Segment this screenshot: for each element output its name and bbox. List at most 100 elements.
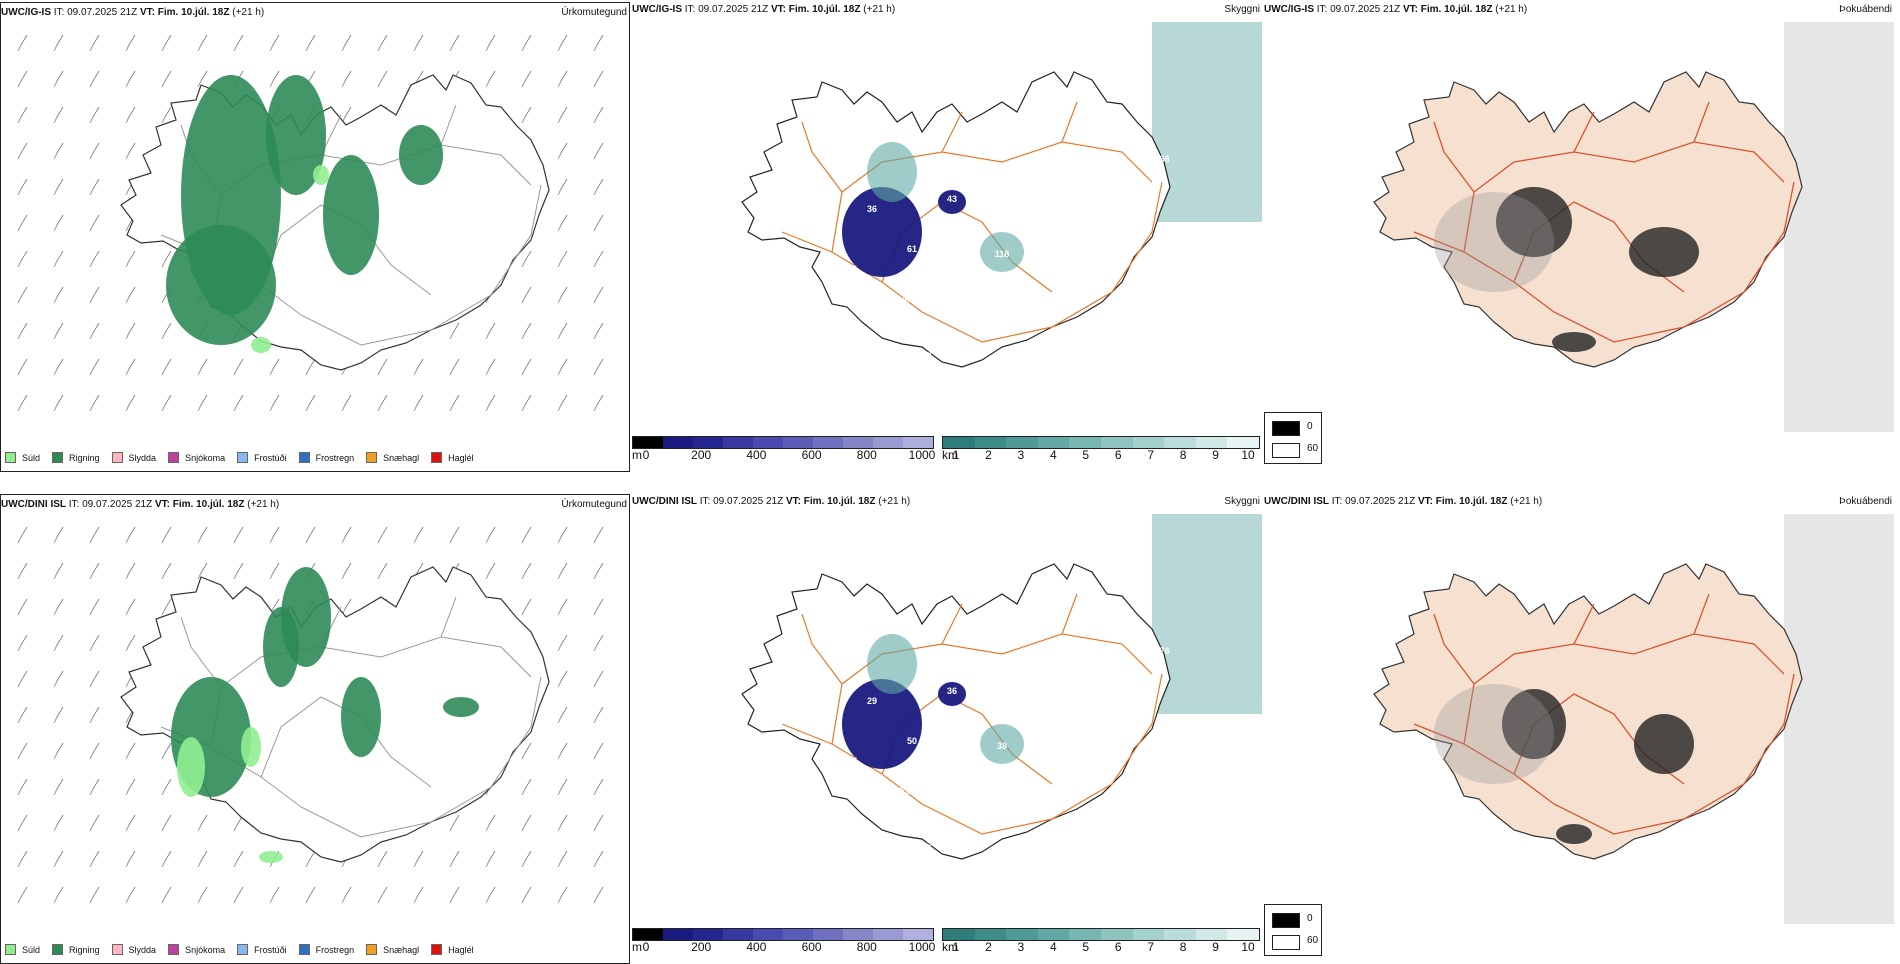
low-visibility-area: [842, 679, 922, 769]
wind-barb: [521, 322, 532, 340]
wind-barb: [269, 34, 280, 52]
wind-barb: [17, 706, 28, 724]
wind-barb: [557, 850, 568, 868]
wind-barb: [89, 322, 100, 340]
wind-barb: [521, 70, 532, 88]
wind-barb: [125, 778, 136, 796]
colorbar-segment: [783, 929, 813, 940]
wind-barb: [89, 106, 100, 124]
colorbar-tick: 400: [746, 448, 767, 462]
precip-legend-item: Súld: [5, 452, 40, 463]
wind-barb: [53, 742, 64, 760]
coastline: [1373, 563, 1803, 860]
wind-barb: [125, 634, 136, 652]
wind-barb: [449, 358, 460, 376]
visibility-colorbar: m 0 200 400 600 800 1000 km 1 2 3 4 5 6 7 8 9 10: [632, 928, 1262, 958]
wind-barb: [593, 598, 604, 616]
visibility-value: 39: [927, 346, 937, 356]
colorbar-segment: [843, 437, 873, 448]
wind-barb: [593, 706, 604, 724]
wind-barb: [161, 34, 172, 52]
wind-barb: [161, 394, 172, 412]
visibility-map: 36 43 48 61 46 47 39 42 51 118 40 638: [741, 22, 1262, 368]
visibility-value: 43: [947, 194, 957, 204]
fog-area: [1556, 824, 1592, 844]
colorbar-segment: [633, 437, 663, 448]
wind-barb: [377, 34, 388, 52]
wind-barb: [341, 598, 352, 616]
wind-barb: [449, 394, 460, 412]
wind-barb: [197, 562, 208, 580]
legend-swatch: [52, 452, 64, 463]
wind-barb: [53, 178, 64, 196]
wind-barb: [521, 526, 532, 544]
colorbar-tick: 4: [1049, 448, 1057, 462]
wind-barb: [449, 814, 460, 832]
precip-map: [17, 34, 604, 412]
wind-barb: [89, 670, 100, 688]
wind-barb: [593, 178, 604, 196]
colorbar-tick: 1: [952, 448, 960, 462]
panel-title: Úrkomutegund: [561, 7, 627, 18]
visibility-value: 51: [927, 838, 937, 848]
coastline: [741, 563, 1171, 860]
wind-barb: [269, 526, 280, 544]
road: [1693, 593, 1710, 635]
wind-barb: [53, 634, 64, 652]
colorbar-tick: 2: [985, 448, 992, 462]
wind-barb: [593, 106, 604, 124]
wind-barb: [125, 562, 136, 580]
legend-label: Snjókoma: [185, 452, 226, 463]
road: [1413, 181, 1795, 343]
wind-barb: [89, 70, 100, 88]
road: [210, 636, 532, 748]
wind-barb: [89, 250, 100, 268]
sea-background: [1784, 514, 1894, 924]
colorbar-tick: 600: [801, 940, 822, 954]
wind-barb: [53, 70, 64, 88]
colorbar-tick: 0: [642, 940, 650, 954]
wind-barb: [17, 814, 28, 832]
colorbar-segment: [723, 929, 753, 940]
visibility-value: 29: [867, 696, 877, 706]
visibility-value: 107: [804, 716, 819, 726]
fog-area: [1634, 714, 1694, 774]
m-colorbar: [632, 436, 934, 449]
legend-label: Frostregn: [315, 452, 355, 463]
wind-barb: [161, 70, 172, 88]
legend-swatch: [366, 452, 378, 463]
wind-barb: [233, 850, 244, 868]
legend-swatch: [168, 452, 180, 463]
road: [801, 613, 843, 685]
iceland-landmass: [120, 566, 550, 863]
wind-barb: [53, 670, 64, 688]
wind-barb: [521, 394, 532, 412]
wind-barb: [521, 286, 532, 304]
visibility-panel: UWC/DINI ISL IT: 09.07.2025 21Z VT: Fim.…: [632, 492, 1262, 962]
m-colorbar: [632, 928, 934, 941]
wind-barb: [125, 286, 136, 304]
wind-barb: [89, 598, 100, 616]
wind-barb: [485, 322, 496, 340]
wind-barb: [557, 562, 568, 580]
wind-barb: [593, 142, 604, 160]
precip-legend-item: Rigning: [52, 452, 100, 463]
fog-map: [1373, 22, 1894, 432]
visibility-value: 50: [907, 736, 917, 746]
colorbar-segment: [974, 437, 1007, 448]
wind-barb: [89, 850, 100, 868]
wind-barb: [17, 250, 28, 268]
fog-map: [1373, 514, 1894, 924]
wind-barb: [89, 142, 100, 160]
panel-title: Þokuábendi: [1839, 496, 1892, 507]
colorbar-tick: 10: [1241, 940, 1255, 954]
iceland-landmass: 29 36 37 50 534 43 51 39 107 38 326 176: [741, 563, 1171, 860]
wind-barb: [341, 34, 352, 52]
km-unit: km: [942, 448, 958, 462]
wind-barb: [17, 34, 28, 52]
visibility-panel: UWC/IG-IS IT: 09.07.2025 21Z VT: Fim. 10…: [632, 0, 1262, 470]
road: [1061, 101, 1078, 143]
legend-swatch: [298, 452, 310, 463]
wind-barb: [413, 886, 424, 904]
wind-barb: [557, 670, 568, 688]
